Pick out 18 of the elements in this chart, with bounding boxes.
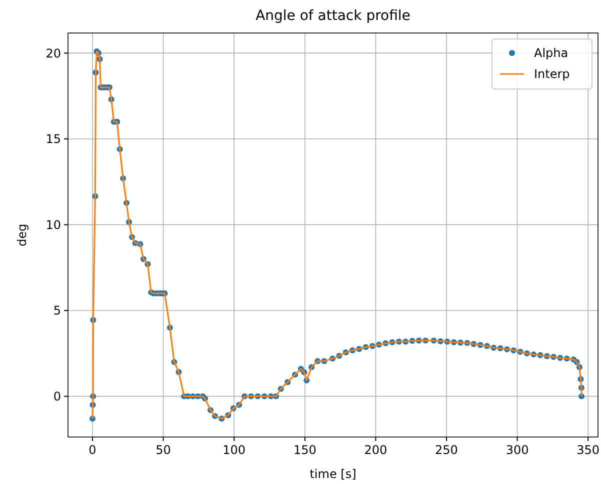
x-tick-label: 100 — [222, 443, 246, 457]
x-tick-label: 200 — [364, 443, 388, 457]
x-tick-label: 50 — [156, 443, 171, 457]
chart-title: Angle of attack profile — [256, 8, 410, 24]
y-tick-label: 5 — [53, 304, 61, 318]
x-tick-label: 300 — [506, 443, 529, 457]
legend-label: Alpha — [534, 46, 568, 60]
x-axis-title: time [s] — [310, 467, 356, 481]
x-tick-label: 350 — [576, 443, 600, 457]
y-tick-label: 20 — [46, 46, 61, 60]
y-tick-label: 10 — [46, 218, 61, 232]
x-tick-label: 250 — [435, 443, 458, 457]
y-axis-title: deg — [15, 224, 29, 246]
legend-label: Interp — [534, 67, 570, 82]
x-tick-label: 0 — [88, 443, 96, 457]
y-tick-label: 0 — [53, 390, 61, 404]
x-tick-label: 150 — [293, 443, 316, 457]
y-tick-label: 15 — [46, 132, 61, 146]
